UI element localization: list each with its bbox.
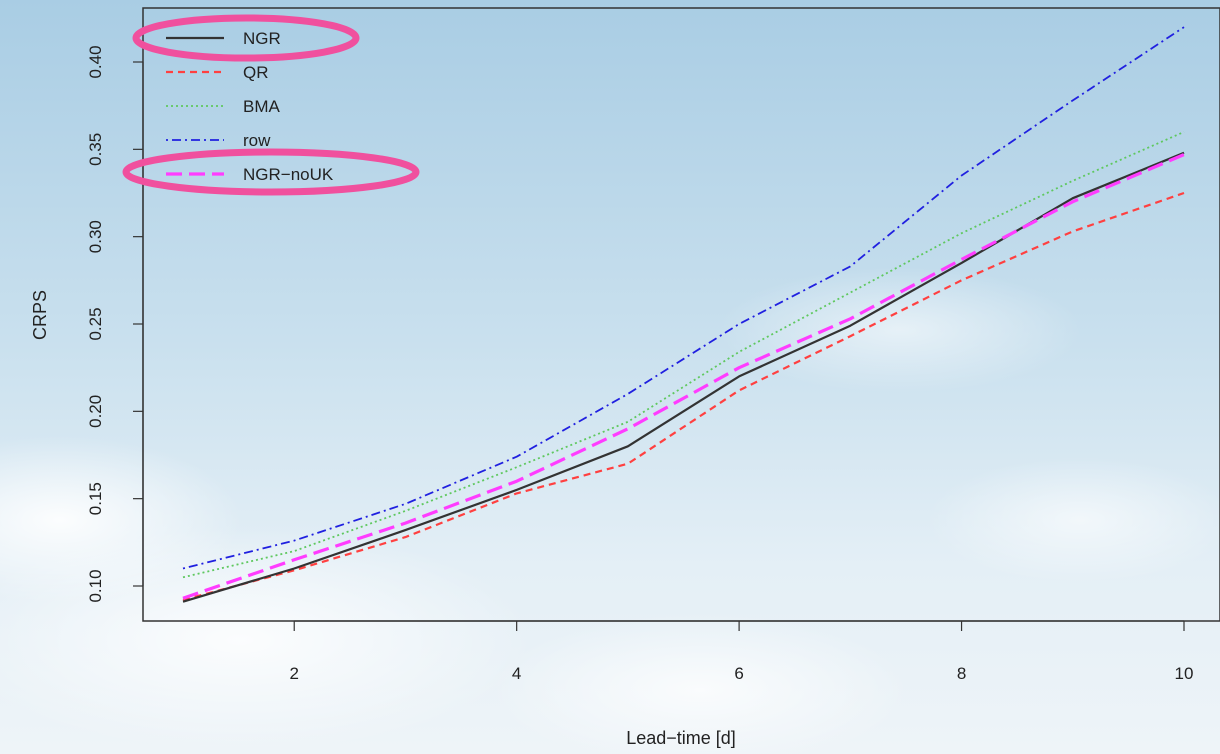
highlight-ellipse (132, 14, 360, 62)
x-tick-label: 6 (734, 664, 743, 683)
highlight-annotations (122, 14, 420, 196)
legend-label: NGR (243, 29, 281, 48)
plot-frame (142, 7, 1220, 622)
series-layer (182, 26, 1185, 603)
series-line-ngr (182, 151, 1185, 603)
x-tick-label: 4 (512, 664, 521, 683)
x-tick-label: 10 (1175, 664, 1194, 683)
series-line-ngr-nouk (182, 153, 1185, 600)
y-axis-title: CRPS (30, 290, 50, 340)
series-line-bma (182, 131, 1185, 579)
y-tick-label: 0.20 (86, 395, 105, 428)
legend-label: row (243, 131, 271, 150)
x-axis: 2 4 6 8 10 (289, 620, 1194, 683)
y-axis: 0.10 0.15 0.20 0.25 0.30 0.35 0.40 (86, 45, 144, 603)
legend-label: BMA (243, 97, 281, 116)
y-tick-label: 0.15 (86, 482, 105, 515)
y-tick-label: 0.40 (86, 45, 105, 78)
x-tick-label: 2 (289, 664, 298, 683)
series-line-qr (182, 191, 1185, 602)
x-tick-label: 8 (957, 664, 966, 683)
series-line-row (182, 26, 1185, 570)
highlight-ellipse (122, 148, 420, 196)
y-tick-label: 0.25 (86, 307, 105, 340)
legend-label: QR (243, 63, 269, 82)
y-tick-label: 0.30 (86, 220, 105, 253)
x-axis-title: Lead−time [d] (626, 728, 736, 748)
y-tick-label: 0.35 (86, 133, 105, 166)
y-tick-label: 0.10 (86, 569, 105, 602)
legend-label: NGR−noUK (243, 165, 334, 184)
legend: NGR QR BMA row NGR−noUK (166, 29, 334, 184)
